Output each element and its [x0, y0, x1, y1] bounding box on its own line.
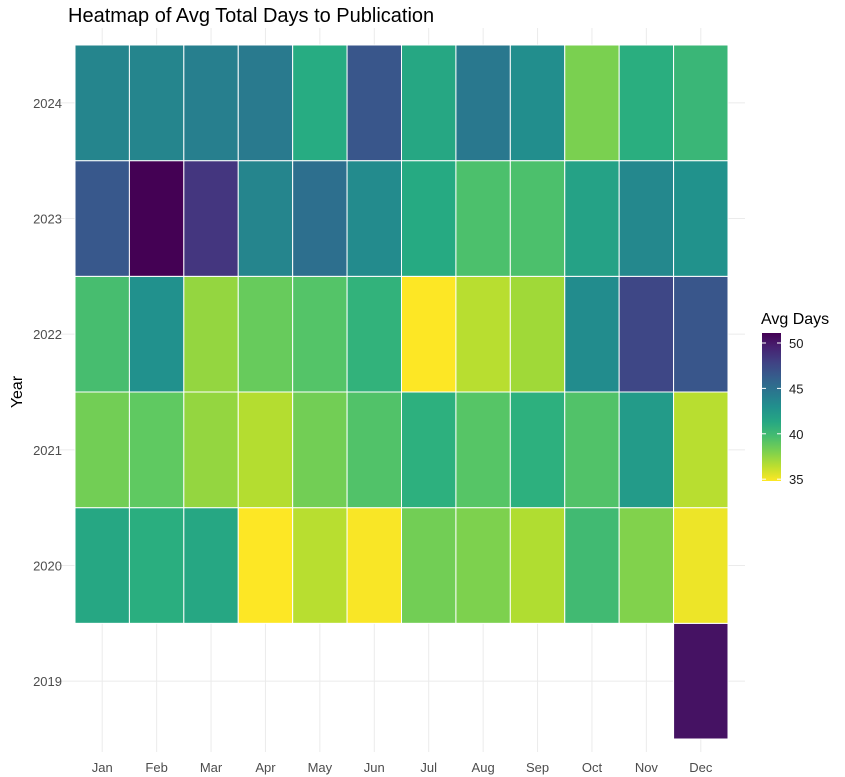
heatmap-cell: [346, 160, 403, 277]
heatmap-cell: [673, 507, 729, 624]
heatmap-cell: [292, 160, 348, 277]
y-tick-label: 2021: [33, 443, 62, 458]
heatmap-cell: [128, 275, 185, 393]
heatmap-cell: [292, 391, 348, 509]
heatmap-cell: [346, 391, 403, 509]
heatmap-cell: [346, 275, 403, 393]
y-axis-title: Year: [9, 375, 26, 408]
legend-colorbar: [762, 333, 781, 481]
heatmap-cell: [564, 275, 620, 393]
y-axis-ticks: 2019 2020 2021 2022 2023 2024: [33, 96, 62, 689]
legend-tick-label: 35: [789, 472, 803, 487]
heatmap-cell: [74, 507, 130, 624]
heatmap-cell: [128, 391, 185, 509]
heatmap-cell: [455, 44, 511, 162]
heatmap-cell: [74, 391, 130, 509]
x-tick-label: Sep: [526, 760, 549, 775]
legend-title: Avg Days: [761, 311, 829, 328]
heatmap-cell: [128, 160, 185, 277]
x-tick-label: May: [308, 760, 333, 775]
legend-tick-label: 45: [789, 381, 803, 396]
x-tick-label: Feb: [145, 760, 167, 775]
heatmap-cell: [74, 160, 130, 277]
x-tick-label: Jul: [420, 760, 437, 775]
x-tick-label: Aug: [472, 760, 495, 775]
legend-tick-label: 40: [789, 427, 803, 442]
heatmap-cell: [455, 507, 511, 624]
chart-title: Heatmap of Avg Total Days to Publication: [68, 5, 434, 27]
heatmap-cell: [183, 160, 239, 277]
heatmap-cell: [673, 275, 729, 393]
heatmap-cell: [346, 44, 403, 162]
heatmap-cell: [618, 391, 675, 509]
heatmap-cell: [673, 622, 729, 740]
x-tick-label: Jan: [92, 760, 113, 775]
y-tick-label: 2022: [33, 327, 62, 342]
y-tick-label: 2019: [33, 674, 62, 689]
heatmap-cell: [455, 275, 511, 393]
heatmap-cell: [74, 44, 130, 162]
heatmap-cell: [564, 160, 620, 277]
heatmap-cell: [618, 44, 675, 162]
heatmap-cell: [673, 160, 729, 277]
heatmap-cell: [509, 44, 566, 162]
y-tick-label: 2023: [33, 212, 62, 227]
heatmap-cell: [673, 391, 729, 509]
heatmap-cell: [401, 391, 457, 509]
heatmap-cell: [509, 391, 566, 509]
heatmap-cell: [618, 275, 675, 393]
heatmap-cell: [455, 391, 511, 509]
x-tick-label: Jun: [364, 760, 385, 775]
heatmap-cell: [401, 275, 457, 393]
heatmap-cell: [183, 507, 239, 624]
x-tick-label: Nov: [635, 760, 659, 775]
legend-tick-label: 50: [789, 336, 803, 351]
heatmap-cell: [564, 507, 620, 624]
heatmap-cell: [509, 507, 566, 624]
heatmap-cell: [618, 507, 675, 624]
heatmap-cell: [401, 160, 457, 277]
heatmap-cell: [292, 507, 348, 624]
heatmap-cell: [183, 44, 239, 162]
heatmap-cell: [401, 44, 457, 162]
x-tick-label: Apr: [255, 760, 276, 775]
x-tick-label: Oct: [582, 760, 603, 775]
y-tick-label: 2024: [33, 96, 62, 111]
heatmap-cell: [346, 507, 403, 624]
heatmap-cells: [74, 44, 729, 740]
heatmap-cell: [564, 44, 620, 162]
heatmap-cell: [74, 275, 130, 393]
heatmap-cell: [128, 507, 185, 624]
heatmap-cell: [128, 44, 185, 162]
x-tick-label: Dec: [689, 760, 713, 775]
y-tick-label: 2020: [33, 559, 62, 574]
heatmap-cell: [401, 507, 457, 624]
heatmap-cell: [237, 275, 294, 393]
heatmap-cell: [509, 275, 566, 393]
x-tick-label: Mar: [200, 760, 223, 775]
heatmap-cell: [455, 160, 511, 277]
heatmap-cell: [183, 391, 239, 509]
x-axis-ticks: Jan Feb Mar Apr May Jun Jul Aug Sep Oct Nov Dec: [92, 760, 713, 775]
heatmap-cell: [237, 507, 294, 624]
heatmap-cell: [509, 160, 566, 277]
heatmap-cell: [237, 391, 294, 509]
heatmap-cell: [292, 44, 348, 162]
heatmap-cell: [237, 44, 294, 162]
heatmap-cell: [183, 275, 239, 393]
legend-ticks: 35 40 45 50: [762, 336, 803, 487]
heatmap-cell: [673, 44, 729, 162]
heatmap-cell: [237, 160, 294, 277]
heatmap-cell: [564, 391, 620, 509]
color-legend: Avg Days 35 40 45 50: [761, 311, 829, 487]
heatmap-cell: [292, 275, 348, 393]
heatmap-cell: [618, 160, 675, 277]
